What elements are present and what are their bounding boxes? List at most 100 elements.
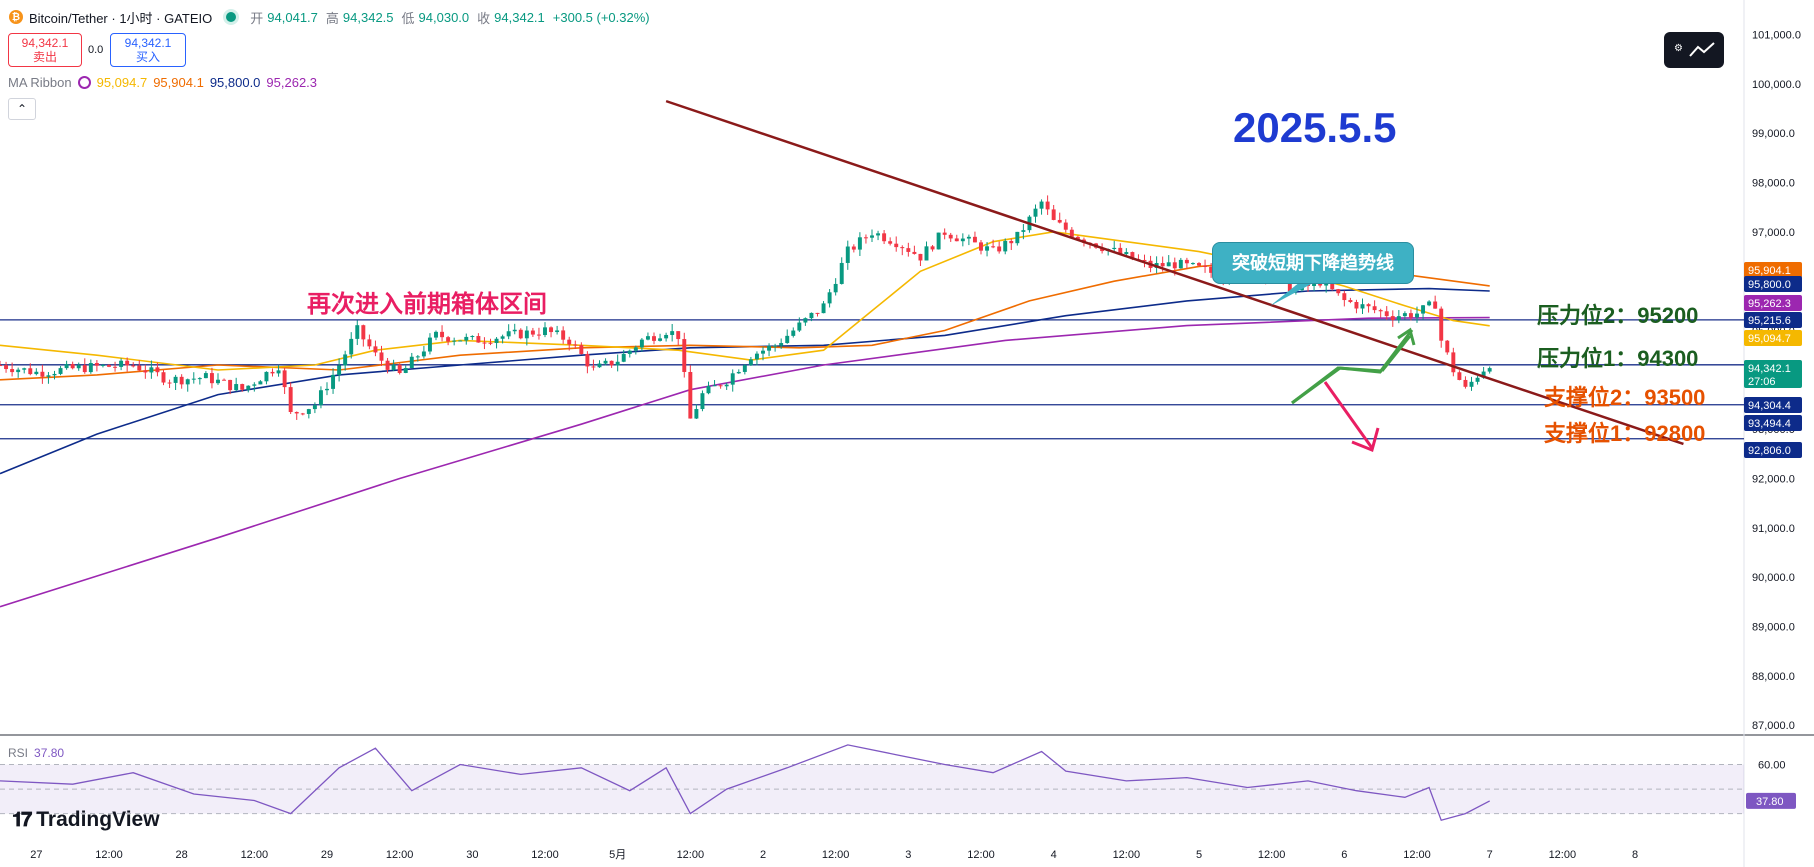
candle[interactable] — [464, 336, 469, 341]
candle[interactable] — [1427, 301, 1432, 306]
candle[interactable] — [779, 343, 784, 346]
candle[interactable] — [615, 361, 620, 366]
candle[interactable] — [76, 365, 81, 369]
candle[interactable] — [821, 303, 826, 314]
candle[interactable] — [234, 384, 239, 391]
candle[interactable] — [1354, 302, 1359, 309]
ma-ribbon-legend[interactable]: MA Ribbon 95,094.7 95,904.1 95,800.0 95,… — [8, 75, 323, 90]
candle[interactable] — [573, 344, 578, 346]
candle[interactable] — [706, 386, 711, 394]
buy-button[interactable]: 94,342.1 买入 — [110, 33, 186, 67]
price-axis-label[interactable] — [1744, 415, 1802, 431]
candle[interactable] — [1015, 231, 1020, 244]
candle[interactable] — [149, 367, 154, 373]
candle[interactable] — [936, 232, 941, 250]
candle[interactable] — [373, 346, 378, 353]
candle[interactable] — [1330, 281, 1335, 290]
candle[interactable] — [4, 365, 9, 370]
candle[interactable] — [627, 350, 632, 354]
candle[interactable] — [222, 379, 227, 381]
candle[interactable] — [658, 338, 663, 341]
candle[interactable] — [440, 331, 445, 338]
candle[interactable] — [1445, 340, 1450, 353]
candle[interactable] — [1433, 301, 1438, 309]
candle[interactable] — [870, 235, 874, 238]
candle[interactable] — [954, 238, 959, 242]
candle[interactable] — [1003, 240, 1008, 252]
candle[interactable] — [1439, 308, 1444, 341]
candle[interactable] — [1063, 222, 1068, 230]
candle[interactable] — [900, 247, 905, 249]
candle[interactable] — [1033, 208, 1038, 217]
candle[interactable] — [930, 246, 935, 250]
candle[interactable] — [1396, 316, 1401, 321]
candle[interactable] — [1190, 263, 1195, 265]
price-axis-label[interactable] — [1744, 276, 1802, 292]
candle[interactable] — [167, 382, 172, 384]
candle[interactable] — [52, 373, 57, 376]
candle[interactable] — [549, 327, 554, 333]
candle[interactable] — [488, 342, 493, 344]
candle[interactable] — [409, 356, 414, 369]
candle[interactable] — [264, 371, 269, 382]
candle[interactable] — [252, 384, 257, 386]
candle[interactable] — [64, 364, 69, 369]
price-axis-label[interactable] — [1744, 312, 1802, 328]
candle[interactable] — [1421, 305, 1426, 314]
candle[interactable] — [391, 364, 396, 370]
candle[interactable] — [58, 368, 63, 374]
candle[interactable] — [385, 360, 390, 370]
candle[interactable] — [688, 371, 693, 419]
candle[interactable] — [1336, 289, 1341, 294]
candle[interactable] — [1142, 259, 1147, 261]
candle[interactable] — [918, 253, 923, 261]
candle[interactable] — [100, 364, 105, 366]
candle[interactable] — [216, 379, 220, 384]
drawing-tool-button[interactable]: ⚙ — [1664, 32, 1724, 68]
candle[interactable] — [1075, 236, 1080, 240]
candle[interactable] — [530, 330, 535, 335]
candle[interactable] — [1451, 352, 1456, 373]
sell-button[interactable]: 94,342.1 卖出 — [8, 33, 82, 67]
candle[interactable] — [40, 371, 45, 377]
candle[interactable] — [434, 331, 438, 338]
candle[interactable] — [912, 251, 917, 254]
candle[interactable] — [82, 365, 87, 373]
candle[interactable] — [228, 379, 233, 391]
candle[interactable] — [991, 246, 996, 248]
candle[interactable] — [966, 236, 971, 239]
rsi-legend[interactable]: RSI 37.80 — [8, 746, 64, 760]
candle[interactable] — [506, 331, 511, 337]
candle[interactable] — [470, 336, 475, 338]
candle[interactable] — [1203, 265, 1208, 267]
candle[interactable] — [591, 366, 596, 368]
candle[interactable] — [809, 312, 814, 319]
candle[interactable] — [16, 369, 21, 373]
candle[interactable] — [415, 356, 420, 358]
candle[interactable] — [1481, 371, 1486, 378]
candle[interactable] — [300, 413, 305, 415]
candle[interactable] — [1342, 293, 1347, 301]
candle[interactable] — [700, 393, 705, 410]
candle[interactable] — [736, 371, 741, 374]
candle[interactable] — [107, 364, 111, 367]
candle[interactable] — [985, 246, 990, 251]
candle[interactable] — [1384, 311, 1389, 317]
candle[interactable] — [645, 336, 650, 340]
ma-200-line[interactable] — [0, 316, 1490, 608]
candle[interactable] — [482, 342, 487, 344]
candle[interactable] — [476, 336, 481, 343]
candle[interactable] — [1118, 247, 1123, 255]
candle[interactable] — [46, 375, 51, 377]
candle[interactable] — [567, 339, 572, 345]
tradingview-logo[interactable]: 𝟏𝟕 TradingView — [12, 808, 160, 832]
candle[interactable] — [1184, 259, 1189, 264]
candle[interactable] — [851, 246, 856, 250]
candle[interactable] — [1415, 313, 1419, 318]
candle[interactable] — [815, 312, 820, 314]
candle[interactable] — [452, 340, 457, 342]
candle[interactable] — [1178, 259, 1183, 269]
candle[interactable] — [761, 350, 765, 354]
candle[interactable] — [258, 381, 263, 385]
candle[interactable] — [113, 366, 118, 368]
